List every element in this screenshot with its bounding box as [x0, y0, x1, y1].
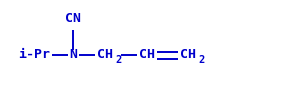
Text: N: N: [69, 48, 77, 62]
Text: 2: 2: [115, 55, 121, 65]
Text: CH: CH: [180, 48, 196, 62]
Text: 2: 2: [198, 55, 204, 65]
Text: CN: CN: [65, 12, 81, 25]
Text: CH: CH: [139, 48, 155, 62]
Text: CH: CH: [97, 48, 113, 62]
Text: i-Pr: i-Pr: [18, 48, 50, 62]
